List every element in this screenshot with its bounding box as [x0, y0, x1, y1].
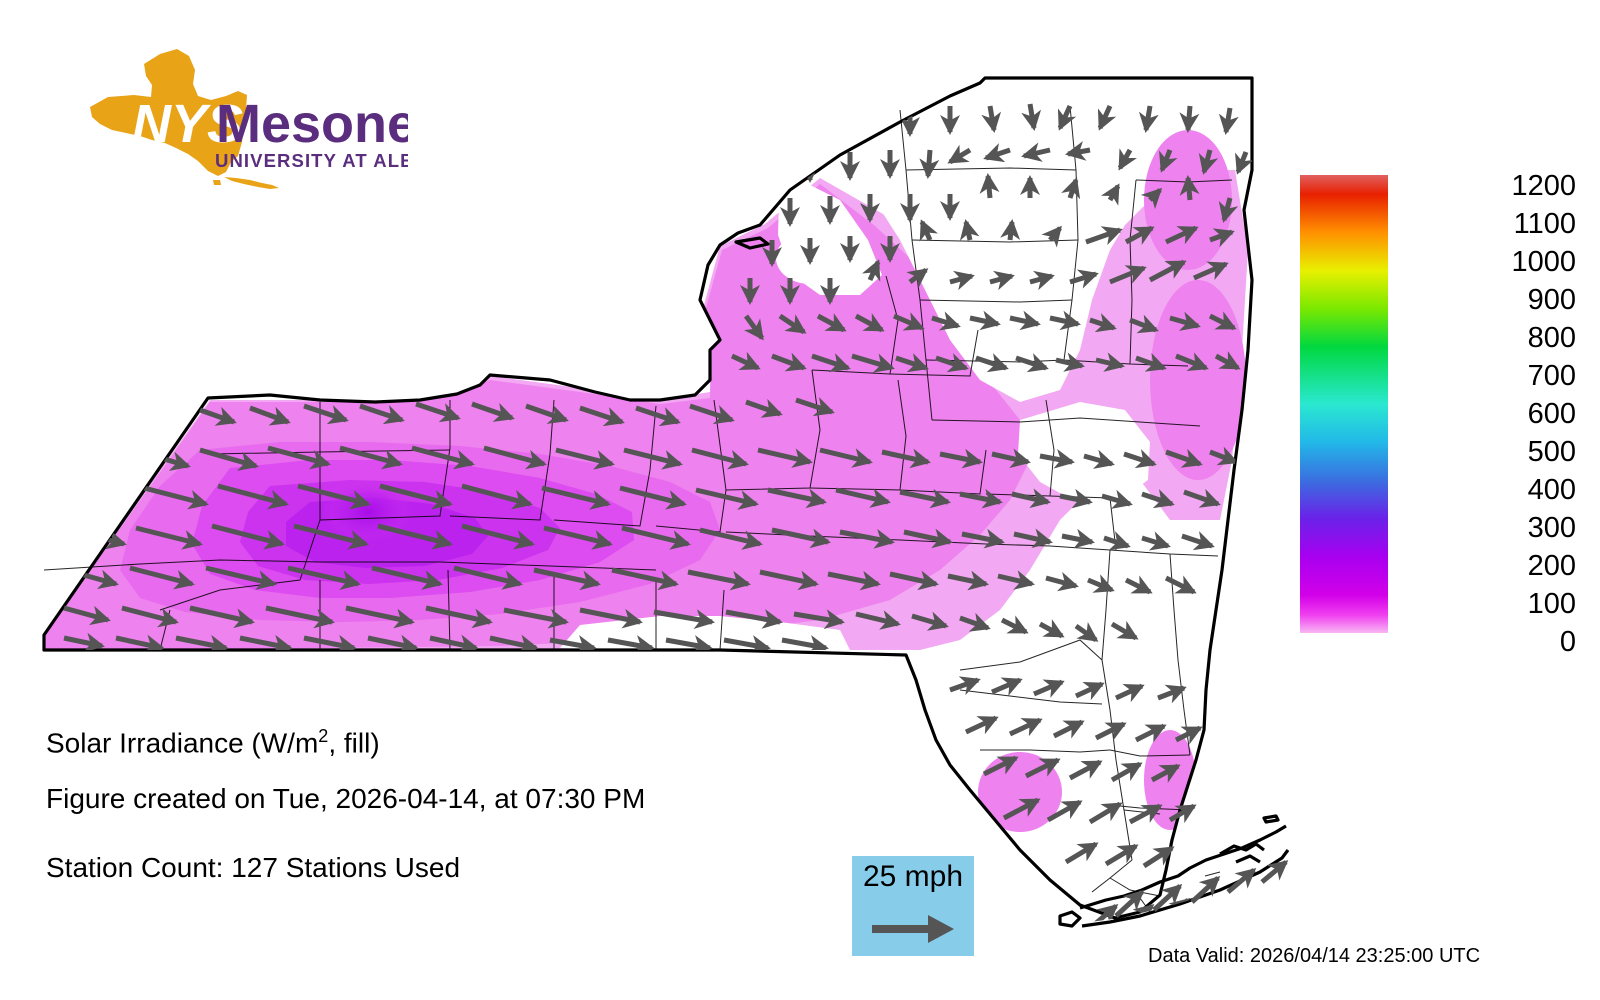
- logo-nys-text: NYS: [132, 94, 243, 154]
- ne-pink-patch-b: [1150, 280, 1246, 480]
- colorbar-tick-300: 300: [1527, 512, 1576, 544]
- colorbar-tick-900: 900: [1527, 284, 1576, 316]
- colorbar-tick-1000: 1000: [1511, 246, 1576, 278]
- figure-created-text: Figure created on Tue, 2026-04-14, at 07…: [46, 783, 646, 814]
- colorbar-tick-800: 800: [1527, 322, 1576, 354]
- colorbar-tick-600: 600: [1527, 398, 1576, 430]
- ny-state-silhouette: [90, 49, 247, 176]
- colorbar-tick-200: 200: [1527, 550, 1576, 582]
- data-valid-text: Data Valid: 2026/04/14 23:25:00 UTC: [1148, 945, 1481, 967]
- colorbar-tick-1100: 1100: [1513, 208, 1576, 240]
- colorbar-gradient: [1300, 175, 1388, 633]
- colorbar-tick-1200: 1200: [1511, 170, 1576, 202]
- solar-irradiance-map[interactable]: [20, 50, 1290, 940]
- wind-scale-arrow-icon: [872, 915, 954, 943]
- colorbar-tick-500: 500: [1527, 436, 1576, 468]
- variable-title: Solar Irradiance (W/m2, fill): [46, 727, 380, 757]
- logo-subtitle-text: UNIVERSITY AT ALBANY: [215, 150, 408, 171]
- variable-title-exponent: 2: [318, 726, 329, 746]
- colorbar-tick-400: 400: [1527, 474, 1576, 506]
- logo-long-island: [224, 177, 279, 189]
- colorbar-tick-100: 100: [1527, 588, 1576, 620]
- station-count-text: Station Count: 127 Stations Used: [46, 852, 461, 883]
- logo-staten-island: [213, 180, 221, 185]
- wind-vector-field-southeast: [949, 676, 1290, 922]
- wind-scale-legend: 25 mph: [852, 856, 974, 956]
- variable-title-suffix: , fill): [328, 727, 380, 759]
- wind-scale-label: 25 mph: [862, 860, 964, 893]
- colorbar: 1200 1100 1000 900 800 700 600 500 400 3…: [1300, 172, 1580, 662]
- wind-vector-field: [63, 103, 1252, 655]
- nys-mesonet-logo: NYS Mesonet UNIVERSITY AT ALBANY: [48, 44, 408, 199]
- variable-title-prefix: Solar Irradiance (W/m: [46, 727, 319, 759]
- colorbar-tick-700: 700: [1527, 360, 1576, 392]
- colorbar-tick-0: 0: [1559, 626, 1576, 658]
- logo-mesonet-text: Mesonet: [216, 94, 408, 154]
